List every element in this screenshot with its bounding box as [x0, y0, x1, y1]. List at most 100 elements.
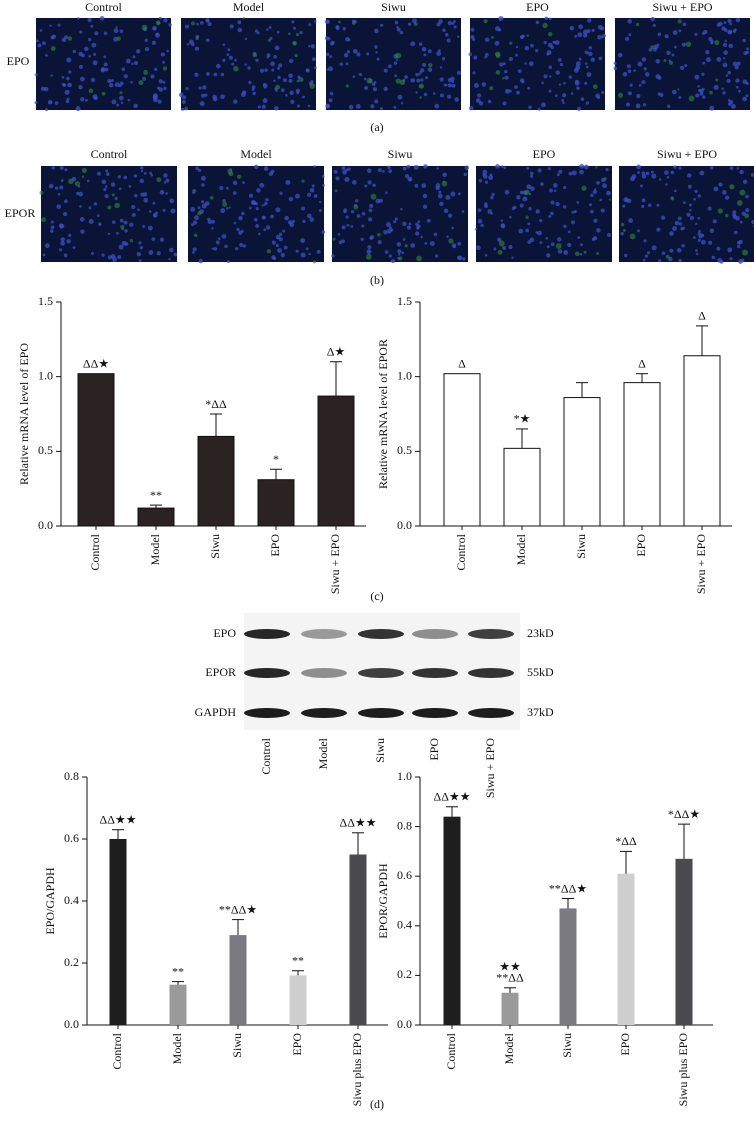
nucleus — [262, 98, 268, 104]
nucleus — [735, 85, 739, 89]
nucleus — [139, 246, 144, 250]
nucleus — [436, 167, 439, 170]
nucleus — [499, 62, 504, 67]
signal — [495, 53, 501, 59]
nucleus — [345, 62, 349, 66]
nucleus — [110, 182, 116, 187]
nucleus — [670, 170, 675, 175]
signal — [395, 52, 402, 59]
nucleus — [248, 80, 252, 85]
nucleus — [725, 195, 730, 200]
nucleus — [220, 208, 226, 214]
nucleus — [77, 17, 80, 20]
nucleus — [125, 58, 131, 64]
nucleus — [574, 80, 580, 86]
nucleus — [583, 29, 588, 35]
nucleus — [103, 62, 108, 67]
nucleus — [549, 75, 552, 78]
signal — [242, 16, 246, 20]
nucleus — [474, 227, 478, 231]
nucleus — [410, 41, 416, 47]
nucleus — [165, 192, 168, 195]
nucleus — [335, 176, 340, 181]
signal — [353, 204, 359, 210]
y-tick-label: 1.5 — [38, 294, 53, 308]
nucleus — [244, 37, 248, 41]
nucleus — [123, 74, 128, 79]
nucleus — [204, 93, 208, 97]
nucleus — [549, 188, 553, 193]
nucleus — [232, 191, 237, 195]
bar — [197, 435, 235, 527]
nucleus — [356, 52, 361, 57]
nucleus — [508, 56, 514, 62]
nucleus — [163, 173, 168, 178]
nucleus — [695, 252, 699, 256]
bar — [349, 854, 367, 1025]
nucleus — [159, 237, 165, 242]
nucleus — [568, 171, 573, 176]
nucleus — [264, 201, 268, 205]
nucleus — [185, 87, 189, 91]
nucleus — [292, 26, 297, 30]
nucleus — [550, 200, 555, 205]
nucleus — [665, 183, 668, 186]
nucleus — [222, 199, 226, 203]
bar — [317, 395, 355, 527]
annotation: ΔΔ★ — [83, 356, 109, 370]
nucleus — [169, 198, 175, 204]
nucleus — [329, 55, 333, 59]
nucleus — [226, 53, 230, 56]
nucleus — [674, 220, 680, 226]
nucleus — [427, 67, 433, 72]
nucleus — [725, 74, 729, 77]
x-tick-label: EPO — [290, 1033, 304, 1056]
signal — [717, 208, 723, 214]
nucleus — [641, 204, 645, 208]
annotation: ** — [172, 964, 184, 978]
micrograph — [332, 166, 468, 262]
nucleus — [650, 170, 654, 174]
nucleus — [613, 61, 617, 65]
nucleus — [321, 230, 326, 234]
blot-band — [412, 708, 458, 718]
nucleus — [554, 94, 558, 98]
nucleus — [470, 27, 475, 32]
nucleus — [658, 178, 662, 181]
signal — [141, 24, 148, 31]
nucleus — [162, 208, 166, 212]
blot-band — [468, 708, 514, 718]
nucleus — [655, 58, 661, 64]
x-tick-label: Siwu — [230, 1033, 244, 1058]
nucleus — [120, 101, 124, 105]
y-tick-label: 1.0 — [397, 368, 412, 382]
nucleus — [79, 30, 83, 34]
nucleus — [647, 203, 652, 208]
nucleus — [646, 251, 651, 255]
nucleus — [296, 79, 300, 83]
nucleus — [702, 61, 706, 65]
signal — [294, 53, 298, 58]
nucleus — [56, 204, 62, 210]
nucleus — [111, 99, 117, 105]
nucleus — [131, 62, 134, 66]
nucleus — [256, 188, 261, 193]
nucleus — [721, 190, 727, 195]
nucleus — [274, 45, 280, 51]
nucleus — [500, 165, 504, 169]
signal — [742, 249, 748, 256]
signal — [404, 244, 408, 248]
nucleus — [211, 227, 214, 230]
nucleus — [642, 258, 646, 262]
nucleus — [383, 86, 388, 92]
nucleus — [396, 242, 402, 247]
nucleus — [527, 222, 531, 226]
nucleus — [571, 220, 575, 225]
signal — [608, 198, 611, 201]
nucleus — [730, 103, 736, 109]
nucleus — [76, 191, 80, 196]
nucleus — [557, 58, 562, 62]
nucleus — [554, 40, 560, 46]
annotation: **ΔΔ★ — [549, 881, 587, 895]
nucleus — [181, 99, 186, 105]
